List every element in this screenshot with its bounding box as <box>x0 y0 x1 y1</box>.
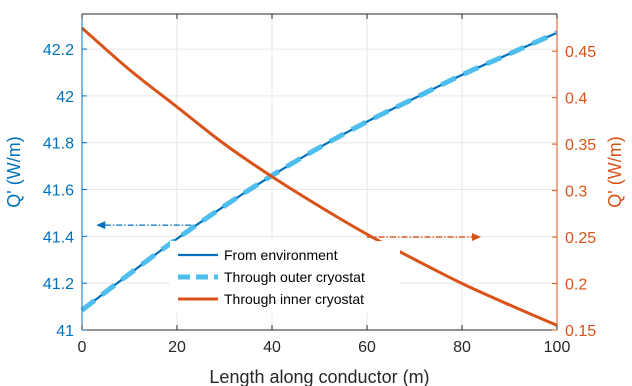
left-y-tick-label: 42.2 <box>43 42 74 59</box>
arrow-head-2 <box>472 233 481 242</box>
right-y-tick-label: 0.2 <box>565 277 587 294</box>
tick-labels: 0 20 40 60 80 100 41 41.2 41.4 41.6 41.8 42 42.2 0.15… <box>43 42 596 356</box>
left-y-tick-label: 41.8 <box>43 136 74 153</box>
right-y-tick-label: 0.15 <box>565 323 596 340</box>
right-y-tick-label: 0.35 <box>565 137 596 154</box>
x-tick-label: 20 <box>168 339 186 356</box>
x-tick-label: 100 <box>544 339 571 356</box>
left-y-tick-label: 42 <box>56 89 74 106</box>
left-y-tick-label: 41.6 <box>43 183 74 200</box>
left-y-axis-title: Q' (W/m) <box>4 136 24 207</box>
x-tick-label: 0 <box>78 339 87 356</box>
arrow-head-1 <box>96 221 106 230</box>
right-y-tick-label: 0.4 <box>565 91 587 108</box>
legend-label-3: Through inner cryostat <box>224 291 364 307</box>
left-y-tick-label: 41 <box>56 323 74 340</box>
left-y-tick-label: 41.2 <box>43 276 74 293</box>
arrow-annotations <box>96 221 481 242</box>
x-axis-title: Length along conductor (m) <box>209 367 429 386</box>
axes-group <box>81 13 558 331</box>
x-tick-label: 40 <box>263 339 281 356</box>
right-y-tick-label: 0.3 <box>565 184 587 201</box>
right-y-tick-label: 0.45 <box>565 44 596 61</box>
series-line-3 <box>81 26 558 327</box>
left-y-tick-label: 41.4 <box>43 229 74 246</box>
right-y-axis-title: Q' (W/m) <box>605 136 625 207</box>
legend: From environment Through outer cryostat Th… <box>170 241 400 313</box>
x-tick-label: 80 <box>453 339 471 356</box>
series-line-2 <box>80 30 559 313</box>
legend-label-2: Through outer cryostat <box>224 269 365 285</box>
legend-box <box>170 241 400 313</box>
legend-label-1: From environment <box>224 247 338 263</box>
x-tick-label: 60 <box>358 339 376 356</box>
series-group <box>80 26 559 327</box>
right-y-tick-label: 0.25 <box>565 230 596 247</box>
